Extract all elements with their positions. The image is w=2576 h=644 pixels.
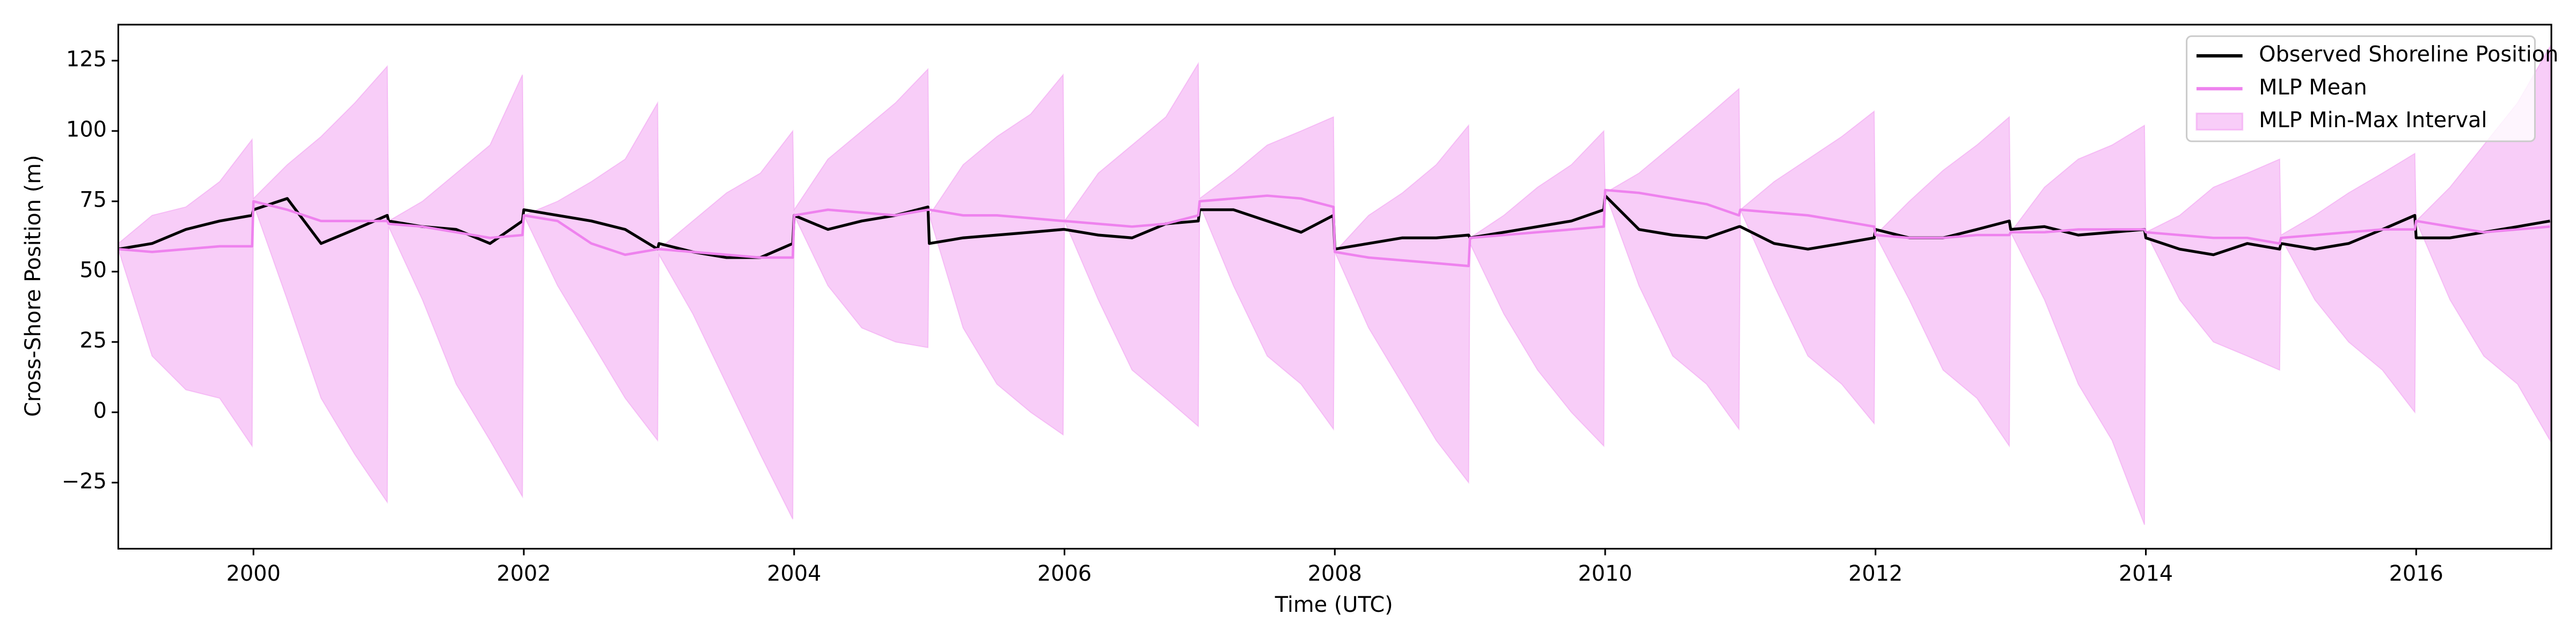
x-tick-label: 2002 <box>496 561 551 586</box>
x-tick-label: 2004 <box>767 561 821 586</box>
legend-box <box>2185 35 2536 142</box>
legend-label: MLP Mean <box>2259 75 2367 100</box>
x-tick-label: 2016 <box>2389 561 2443 586</box>
y-tick-label: −25 <box>62 469 107 494</box>
y-tick-label: 100 <box>66 118 107 142</box>
legend-label: Observed Shoreline Position <box>2259 42 2558 67</box>
x-tick-label: 2006 <box>1037 561 1092 586</box>
x-axis-label: Time (UTC) <box>1275 592 1393 617</box>
x-tick-label: 2012 <box>1848 561 1902 586</box>
x-tick-label: 2014 <box>2119 561 2173 586</box>
y-tick-label: 125 <box>66 47 107 72</box>
x-tick-label: 2008 <box>1308 561 1362 586</box>
y-tick-label: 50 <box>79 258 107 283</box>
y-tick-label: 0 <box>93 399 107 423</box>
legend: Observed Shoreline Position MLP Mean MLP M… <box>2185 35 2558 142</box>
series-line <box>118 188 2550 267</box>
y-tick-label: 75 <box>79 188 107 213</box>
x-tick-label: 2010 <box>1578 561 1632 586</box>
plot-area <box>118 45 2551 525</box>
legend-swatch <box>2196 112 2244 131</box>
legend-label: MLP Min-Max Interval <box>2259 108 2487 133</box>
y-tick-label: 25 <box>79 328 107 353</box>
min-max-band <box>118 45 2551 525</box>
y-axis-label: Cross-Shore Position (m) <box>21 155 46 417</box>
x-tick-label: 2000 <box>226 561 281 586</box>
